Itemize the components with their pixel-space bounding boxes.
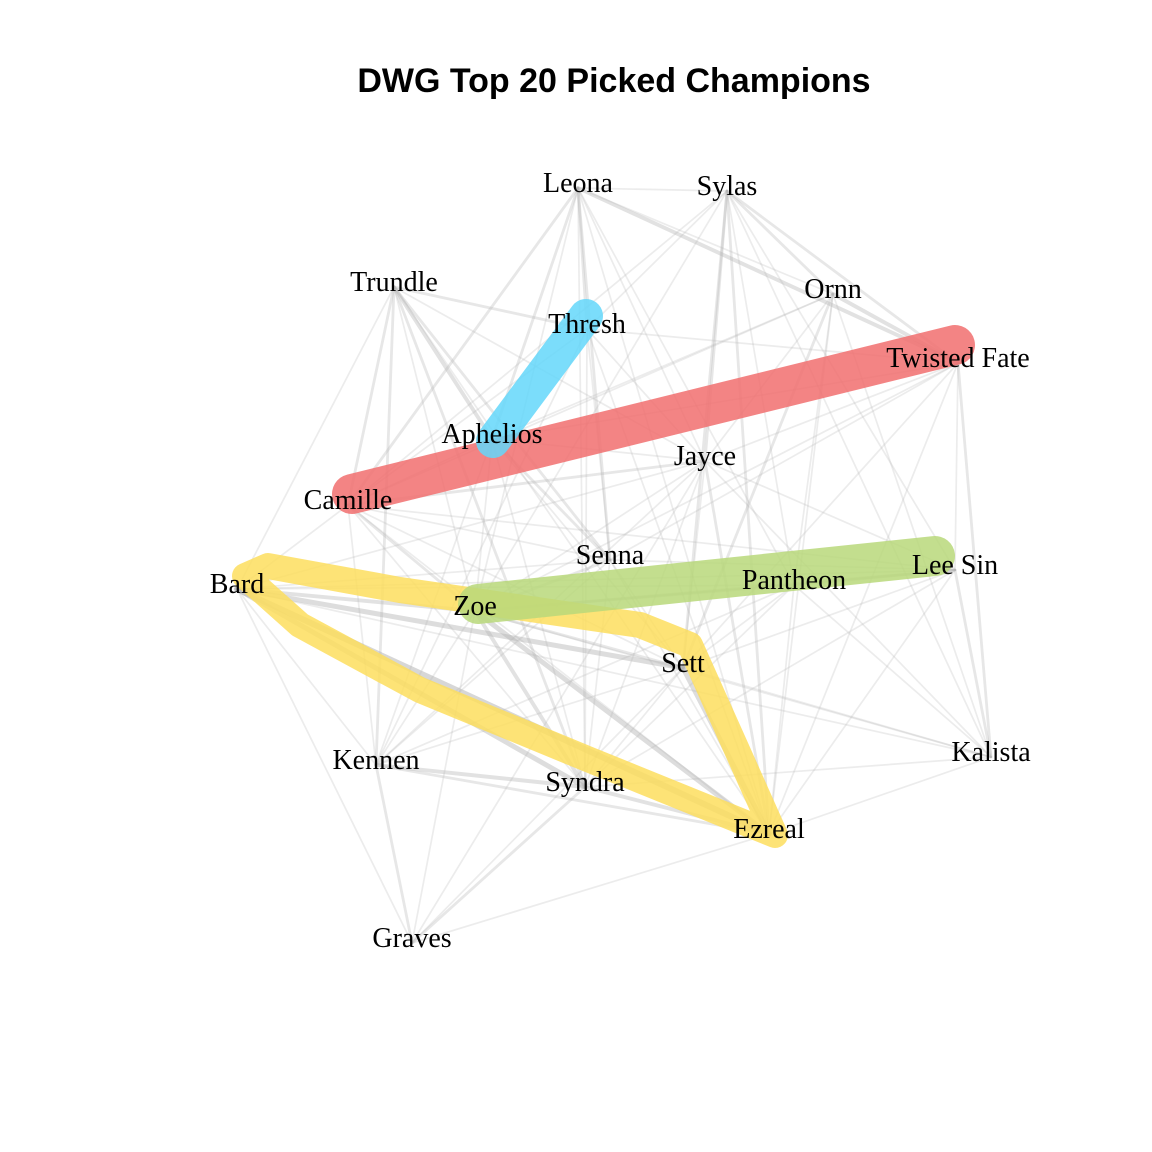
edge-camille-ezreal xyxy=(347,504,770,835)
edge-kalista-zoe xyxy=(474,610,992,758)
edge-lee_sin-ezreal xyxy=(768,569,956,835)
node-label-lee-sin: Lee Sin xyxy=(912,550,998,581)
edge-pantheon-kalista xyxy=(793,584,992,758)
node-label-syndra: Syndra xyxy=(545,767,625,798)
edge-sylas-thresh xyxy=(586,190,728,330)
edge-trundle-syndra xyxy=(392,285,587,789)
edge-graves-syndra xyxy=(410,785,587,945)
edge-trundle-camille xyxy=(346,285,396,507)
edge-twisted_fate-lee_sin xyxy=(954,362,959,571)
edge-sylas-kalista xyxy=(726,190,992,758)
figure-title: DWG Top 20 Picked Champions xyxy=(357,62,870,100)
edge-lee_sin-syndra xyxy=(584,569,956,788)
edge-pantheon-syndra xyxy=(584,584,795,788)
edge-thresh-jayce xyxy=(586,328,706,462)
node-label-jayce: Jayce xyxy=(674,441,736,472)
group-hull-yellow xyxy=(232,553,788,848)
edge-lee_sin-sett xyxy=(682,569,956,669)
edge-kalista-sett xyxy=(682,667,992,758)
node-label-senna: Senna xyxy=(576,540,645,571)
group-hull-blue xyxy=(476,299,603,458)
edge-twisted_fate-senna xyxy=(609,362,959,561)
node-label-graves: Graves xyxy=(372,923,451,954)
node-label-ornn: Ornn xyxy=(804,274,862,305)
edge-graves-zoe xyxy=(411,610,476,944)
node-label-twisted-fate: Twisted Fate xyxy=(886,343,1029,374)
edge-graves-bard xyxy=(236,588,413,944)
node-label-ezreal: Ezreal xyxy=(733,814,805,845)
edge-kennen-syndra xyxy=(374,763,587,789)
edge-kennen-sett xyxy=(375,667,684,766)
edge-ornn-aphelios xyxy=(491,293,834,440)
edge-pantheon-kennen xyxy=(375,584,795,766)
nodes-layer: Leona Sylas Trundle Ornn Thresh Twisted Fate A… xyxy=(210,168,1031,954)
node-label-aphelios: Aphelios xyxy=(441,419,542,450)
edge-graves-ezreal xyxy=(411,833,770,944)
edge-leona-ornn xyxy=(577,187,834,295)
edge-zoe-ezreal xyxy=(472,608,772,837)
node-label-sett: Sett xyxy=(661,648,705,679)
edge-kennen-graves xyxy=(374,763,414,945)
edge-sylas-zoe xyxy=(474,190,728,612)
groups-layer xyxy=(232,299,975,848)
edge-trundle-thresh xyxy=(392,285,589,331)
edge-graves-sett xyxy=(411,667,684,944)
edge-ornn-pantheon xyxy=(793,293,834,586)
edge-trundle-aphelios xyxy=(392,285,494,441)
edge-twisted_fate-jayce xyxy=(704,362,959,462)
group-hull-red xyxy=(332,325,975,514)
edge-bard-sett xyxy=(234,586,686,671)
node-label-kalista: Kalista xyxy=(951,737,1031,768)
edge-jayce-kalista xyxy=(704,460,992,758)
edge-trundle-kennen xyxy=(374,285,396,767)
edge-ornn-sett xyxy=(681,292,835,670)
edge-pantheon-ezreal xyxy=(768,584,795,835)
edge-sylas-ornn xyxy=(725,189,835,296)
edge-leona-camille xyxy=(346,186,580,507)
node-label-pantheon: Pantheon xyxy=(742,565,846,596)
edge-sylas-ezreal xyxy=(725,189,771,836)
edge-trundle-ezreal xyxy=(393,286,770,835)
edge-trundle-zoe xyxy=(393,286,476,612)
edge-twisted_fate-zoe xyxy=(474,362,959,612)
node-label-leona: Leona xyxy=(543,168,614,199)
edge-leona-senna xyxy=(576,186,612,562)
edge-trundle-bard xyxy=(236,286,395,590)
edge-kalista-ezreal xyxy=(768,756,992,835)
edge-thresh-syndra xyxy=(584,328,588,788)
edge-leona-twisted_fate xyxy=(576,186,960,365)
edge-leona-pantheon xyxy=(577,187,795,586)
edge-twisted_fate-sett xyxy=(682,362,959,669)
edge-leona-syndra xyxy=(577,187,586,788)
edge-kalista-bard xyxy=(236,588,992,758)
edge-kennen-bard xyxy=(236,588,377,766)
edge-lee_sin-kalista xyxy=(953,568,993,759)
edge-sylas-camille xyxy=(347,190,728,506)
edge-camille-kennen xyxy=(347,504,377,766)
node-label-thresh: Thresh xyxy=(548,309,626,340)
group-hull-green xyxy=(458,536,955,624)
edge-kennen-ezreal xyxy=(374,763,771,836)
node-label-trundle: Trundle xyxy=(350,267,438,298)
edge-jayce-graves xyxy=(411,460,706,944)
node-label-sylas: Sylas xyxy=(697,171,758,202)
node-label-camille: Camille xyxy=(304,485,393,516)
node-label-kennen: Kennen xyxy=(332,745,419,776)
node-label-zoe: Zoe xyxy=(453,591,497,622)
edge-camille-senna xyxy=(347,504,611,561)
edge-twisted_fate-kalista xyxy=(956,361,993,759)
edge-twisted_fate-ezreal xyxy=(768,362,959,835)
node-label-bard: Bard xyxy=(210,569,264,600)
edge-leona-sylas xyxy=(577,187,728,192)
